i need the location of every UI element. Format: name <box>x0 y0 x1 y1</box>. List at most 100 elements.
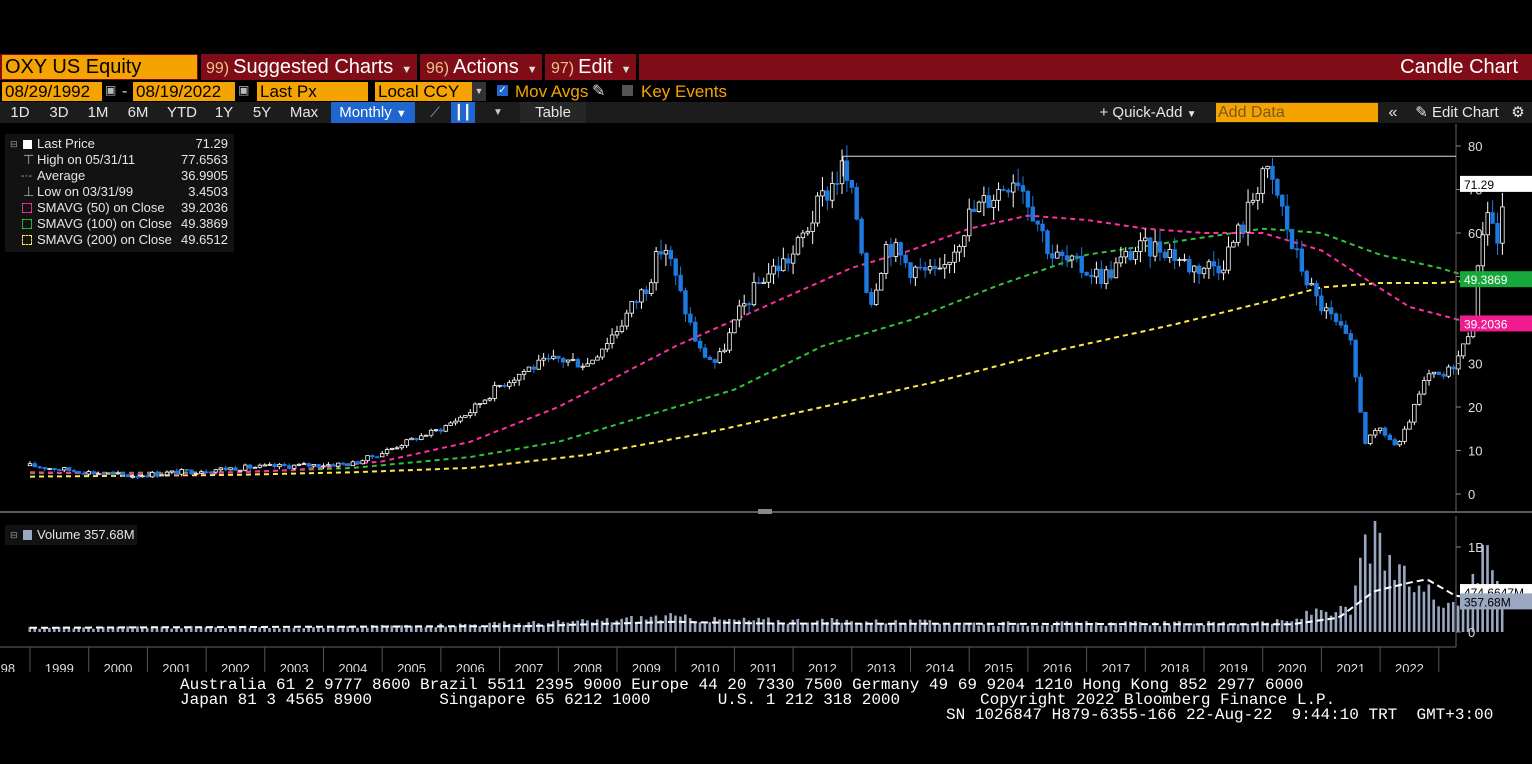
candle-body <box>199 471 204 474</box>
gear-icon[interactable]: ⚙ <box>1511 104 1525 121</box>
price-volume-chart[interactable]: 807060504030201001B019981999200020012002… <box>0 124 1532 672</box>
frequency-select[interactable]: Monthly ▼ <box>331 102 415 123</box>
volume-bar <box>615 620 619 632</box>
candle-body <box>1333 313 1339 322</box>
candle-body <box>1099 268 1104 285</box>
collapse-icon[interactable]: ⊟ <box>10 530 18 540</box>
volume-bar <box>1212 622 1215 632</box>
candle-body <box>52 468 57 470</box>
candle-body <box>1407 421 1412 430</box>
collapse-chevrons-icon[interactable]: « <box>1388 104 1398 121</box>
volume-bar <box>1403 565 1406 632</box>
volume-bar <box>1182 623 1186 632</box>
period-5y[interactable]: 5Y <box>252 104 272 121</box>
candle-body <box>800 232 806 239</box>
candle-body <box>649 282 654 294</box>
volume-bar <box>1197 624 1201 632</box>
period-1m[interactable]: 1M <box>87 104 109 121</box>
volume-bar <box>375 626 379 632</box>
candle-body <box>634 301 639 304</box>
volume-bar <box>904 623 907 632</box>
value-tag-text: 39.2036 <box>1464 317 1508 331</box>
year-tick-label: 2019 <box>1219 661 1248 672</box>
currency-dropdown-icon[interactable]: ▼ <box>472 82 486 101</box>
candle-body <box>1015 182 1021 187</box>
volume-bar <box>1094 622 1098 632</box>
candle-body <box>585 363 590 367</box>
volume-bar <box>679 616 682 632</box>
calendar-icon[interactable]: ▣ <box>105 83 117 97</box>
candle-body <box>521 371 527 375</box>
candle-body <box>296 463 302 466</box>
volume-bar <box>390 625 394 632</box>
mov-avgs-label: Mov Avgs <box>515 82 589 101</box>
suggested-charts-menu[interactable]: 99) Suggested Charts ▼ <box>206 54 412 80</box>
volume-bar <box>860 623 863 632</box>
period-ytd[interactable]: YTD <box>167 104 197 121</box>
price-field-select[interactable]: Last Px <box>257 82 368 101</box>
edit-menu[interactable]: 97) Edit ▼ <box>551 54 631 80</box>
end-date-field[interactable]: 08/19/2022 <box>133 82 235 101</box>
volume-bar <box>136 626 139 632</box>
candle-body <box>937 267 943 270</box>
period-max[interactable]: Max <box>289 104 319 121</box>
year-tick-label: 2005 <box>397 661 426 672</box>
currency-select[interactable]: Local CCY <box>375 82 472 101</box>
period-3d[interactable]: 3D <box>49 104 69 121</box>
period-6m[interactable]: 6M <box>127 104 149 121</box>
volume-bar <box>561 621 565 632</box>
chart-type-dropdown-icon[interactable]: ▼ <box>493 107 503 118</box>
volume-bar <box>1143 625 1147 632</box>
add-data-input[interactable]: Add Data <box>1216 103 1378 122</box>
edit-chart-button[interactable]: ✎ Edit Chart <box>1409 102 1505 123</box>
volume-bar <box>322 628 325 632</box>
candle-body <box>482 399 488 404</box>
candle-body <box>135 475 140 478</box>
price-tick-label: 80 <box>1468 139 1482 154</box>
pencil-icon[interactable]: ✎ <box>592 83 606 100</box>
line-chart-icon[interactable]: ⟋ <box>430 104 440 120</box>
candle-body <box>1456 355 1461 370</box>
chart-type-title: Candle Chart <box>1400 56 1518 78</box>
value-tag-box <box>1460 593 1532 610</box>
key-events-checkbox[interactable] <box>622 85 633 96</box>
candle-body <box>370 455 375 458</box>
candle-body <box>311 464 316 467</box>
volume-bar <box>87 627 90 632</box>
volume-bar <box>170 628 173 632</box>
actions-menu[interactable]: 96) Actions ▼ <box>426 54 538 80</box>
quick-add-button[interactable]: + Quick-Add ▼ <box>1090 102 1206 123</box>
candle-body <box>1412 403 1417 423</box>
candle-body <box>1490 212 1495 224</box>
period-1y[interactable]: 1Y <box>214 104 234 121</box>
collapse-icon[interactable]: ⊟ <box>10 139 18 149</box>
table-button[interactable]: Table <box>520 102 586 123</box>
candle-body <box>830 183 835 201</box>
volume-bar <box>1432 599 1436 632</box>
year-tick-label: 2022 <box>1395 661 1424 672</box>
year-tick-label: 2014 <box>925 661 954 672</box>
volume-bar <box>576 620 579 632</box>
period-1d[interactable]: 1D <box>10 104 30 121</box>
calendar-icon[interactable]: ▣ <box>238 83 250 97</box>
volume-bar <box>664 615 668 632</box>
candle-body <box>1118 256 1124 264</box>
volume-bar <box>458 623 462 632</box>
start-date-field[interactable]: 08/29/1992 <box>2 82 102 101</box>
volume-bar <box>1031 625 1034 632</box>
ticker-field[interactable]: OXY US Equity <box>2 55 197 79</box>
year-tick-label: 2021 <box>1336 661 1365 672</box>
volume-bar <box>909 619 912 632</box>
volume-bar <box>326 625 330 632</box>
candle-body <box>1353 339 1358 378</box>
candle-body <box>786 258 791 264</box>
candlestick-icon[interactable]: ┃┃ <box>451 102 475 123</box>
candle-body <box>1045 230 1050 255</box>
volume-bar <box>57 626 61 632</box>
price-tick-label: 20 <box>1468 400 1482 415</box>
mov-avgs-checkbox[interactable]: ✓ <box>497 85 508 96</box>
legend-row-high: ⊤ High on 05/31/11 77.6563 <box>5 152 234 168</box>
volume-bar <box>928 620 932 632</box>
volume-bar <box>1168 625 1171 632</box>
candle-body <box>301 463 307 466</box>
